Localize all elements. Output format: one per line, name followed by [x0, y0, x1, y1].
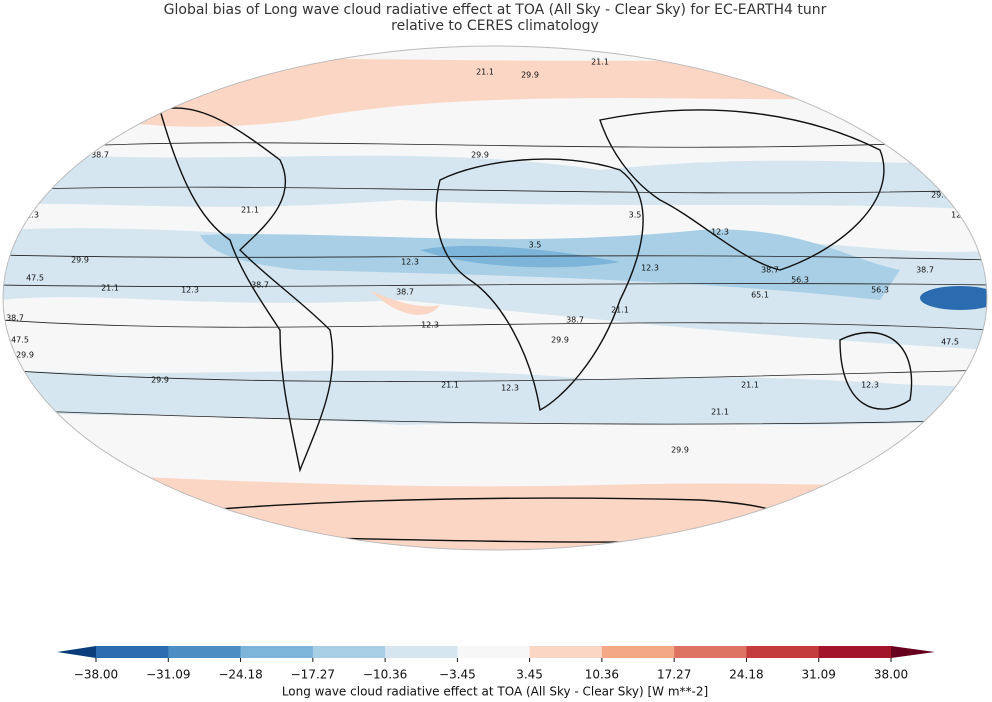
colorbar-tick-label: 17.27 [657, 668, 691, 682]
contour-label: 12.3 [861, 381, 879, 390]
contour-label: 29.9 [151, 376, 169, 385]
contour-label: 12.3 [181, 286, 199, 295]
contour-label: 38.7 [91, 151, 109, 160]
contour-label: 29.9 [551, 336, 569, 345]
colorbar-extend-low [57, 646, 96, 658]
contour-label: 21.1 [476, 68, 494, 77]
colorbar-tick-label: 24.18 [729, 668, 763, 682]
colorbar-bin [601, 646, 675, 658]
contour-label: 21.1 [741, 381, 759, 390]
colorbar-bin [385, 646, 458, 658]
contours [3, 139, 987, 425]
contour-label: 29.9 [71, 256, 89, 265]
contour-label: 47.5 [26, 274, 44, 283]
colorbar-tick-label: 31.09 [802, 668, 836, 682]
colorbar-bin [674, 646, 747, 658]
contour-label: 56.3 [871, 286, 889, 295]
colorbar-bin [746, 646, 820, 658]
pacific-low [920, 286, 987, 310]
contour-label: 29.9 [671, 446, 689, 455]
colorbar-tick-label: −38.00 [74, 668, 118, 682]
contour-label: 21.1 [591, 58, 609, 67]
contour-label: 29.9 [11, 381, 29, 390]
warm-patch [370, 290, 440, 315]
colorbar-tick-label: −24.18 [218, 668, 262, 682]
contour-label: 3.5 [629, 211, 642, 220]
contour-label: 21.1 [711, 408, 729, 417]
colorbar: −38.00 −31.09 −24.18 −17.27 −10.36 −3.45 3.45 1… [57, 646, 935, 682]
colorbar-label: Long wave cloud radiative effect at TOA … [282, 685, 708, 699]
contour-label: 38.7 [251, 281, 269, 290]
colorbar-bin [312, 646, 386, 658]
contour-label: 56.3 [791, 276, 809, 285]
contour-label: 29.9 [931, 191, 949, 200]
contour-label: 47.5 [11, 336, 29, 345]
colorbar-bin [96, 646, 169, 658]
colorbar-tick-label: 38.00 [874, 668, 908, 682]
contour-label: 21.1 [921, 161, 939, 170]
title: Global bias of Long wave cloud radiative… [164, 2, 827, 18]
south-band [3, 370, 987, 425]
contour-label: 21.1 [101, 284, 119, 293]
contour-label: 12.3 [501, 384, 519, 393]
contour-label: 38.7 [396, 288, 414, 297]
colorbar-extend-high [891, 646, 935, 658]
contour-label: 12.3 [711, 228, 729, 237]
colorbar-tick-label: −3.45 [439, 668, 476, 682]
colorbar-bin [818, 646, 892, 658]
colorbar-tick-label: −31.09 [146, 668, 190, 682]
contour-label: 38.7 [916, 266, 934, 275]
contour-label: 47.5 [941, 338, 959, 347]
contour-label: 29.9 [521, 71, 539, 80]
colorbar-bin [457, 646, 531, 658]
colorbar-bin [168, 646, 242, 658]
contour-label: 12.3 [401, 258, 419, 267]
colorbar-tick-label: −10.36 [363, 668, 407, 682]
subtitle: relative to CERES climatology [391, 18, 599, 34]
contour-label: 12.3 [641, 264, 659, 273]
globe-outline [2, 45, 988, 551]
colorbar-tick-label: −17.27 [291, 668, 335, 682]
contour-label: 38.7 [566, 316, 584, 325]
contour-label: 3.5 [374, 544, 387, 553]
contour-label: 21.1 [241, 206, 259, 215]
colorbar-bin [240, 646, 314, 658]
map: 12.3 21.1 29.9 21.1 38.7 29.9 12.3 21.1 29.9 47.5… [3, 46, 987, 553]
contour-label: 3.5 [529, 241, 542, 250]
contour-label: 65.1 [751, 291, 769, 300]
contour-label: 38.7 [6, 314, 24, 323]
contour-label: 38.7 [761, 266, 779, 275]
contour-label: 29.9 [471, 151, 489, 160]
colorbar-tick-label: 10.36 [585, 668, 619, 682]
contour-label: 12.3 [221, 51, 239, 60]
north-band [3, 150, 987, 210]
contour-label: 12.3 [421, 321, 439, 330]
contour-label: 21.1 [441, 381, 459, 390]
contour-label: 29.9 [31, 186, 49, 195]
contour-label: 21.1 [611, 306, 629, 315]
colorbar-bin [529, 646, 603, 658]
colorbar-tick-label: 3.45 [516, 668, 543, 682]
africa-itcz [420, 245, 620, 268]
contour-label: 29.9 [16, 351, 34, 360]
